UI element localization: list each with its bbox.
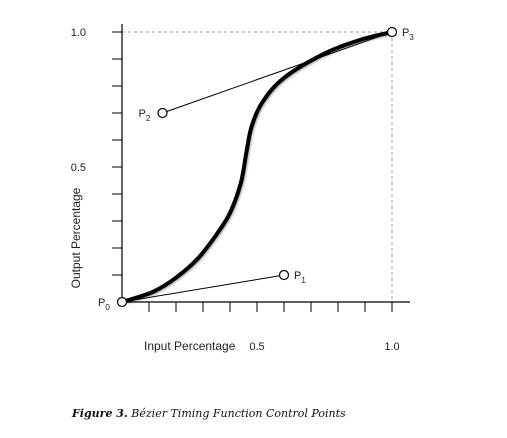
control-point-label-p3: P3 bbox=[402, 27, 414, 42]
y-axis-ticks bbox=[112, 31, 122, 276]
handle-line-p2-p3 bbox=[162, 31, 393, 114]
control-point-label-p2: P2 bbox=[139, 108, 151, 123]
control-point-label-p1: P1 bbox=[294, 270, 306, 285]
figure-caption: Figure 3. Bézier Timing Function Control… bbox=[71, 407, 346, 420]
handle-line-p0-p1 bbox=[121, 274, 285, 303]
y-axis-label: Output Percentage bbox=[69, 187, 83, 288]
y-axis-tick-labels: 0.5 1.0 bbox=[71, 27, 86, 174]
control-point-p3 bbox=[386, 26, 398, 38]
control-point-label-p0: P0 bbox=[98, 297, 110, 312]
control-points: P0 P1 P2 P3 bbox=[98, 26, 414, 312]
y-tick-label: 1.0 bbox=[71, 27, 86, 39]
control-point-p1 bbox=[278, 269, 290, 281]
control-point-p2 bbox=[157, 107, 168, 119]
control-point-p0 bbox=[116, 296, 128, 308]
x-tick-label: 1.0 bbox=[384, 341, 399, 353]
x-axis-ticks bbox=[148, 302, 393, 312]
x-axis-label: Input Percentage bbox=[144, 339, 236, 353]
bezier-curve bbox=[120, 30, 394, 304]
x-tick-label: 0.5 bbox=[249, 341, 264, 353]
caption-prefix: Figure 3. bbox=[71, 407, 128, 420]
caption-text: Bézier Timing Function Control Points bbox=[128, 407, 346, 420]
x-axis-tick-labels: 0.5 1.0 bbox=[249, 341, 399, 353]
y-tick-label: 0.5 bbox=[71, 162, 86, 174]
